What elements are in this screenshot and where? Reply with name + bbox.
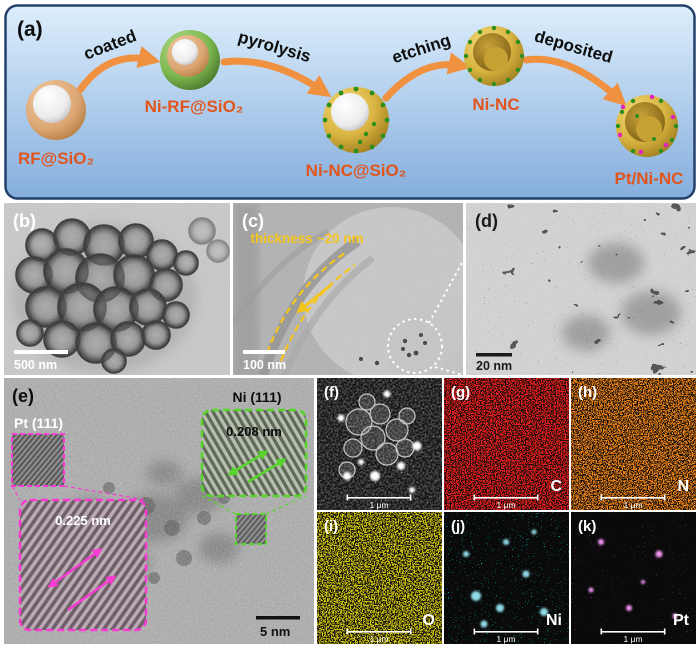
svg-text:5 nm: 5 nm — [260, 624, 290, 639]
sphere-rf-sio2 — [26, 80, 86, 140]
thickness-label: thickness ~20 nm — [251, 231, 364, 246]
scale-bar-1um: 1 μm — [473, 494, 539, 510]
material-label-ni-rf-sio2: Ni-RF@SiO₂ — [145, 97, 244, 116]
ni-particle-box — [235, 513, 267, 545]
element-label-ni: Ni — [546, 612, 562, 629]
svg-text:20 nm: 20 nm — [476, 359, 512, 373]
element-label-o: O — [423, 612, 435, 629]
svg-text:500 nm: 500 nm — [14, 358, 57, 372]
pt-spacing-label: 0.225 nm — [55, 513, 111, 528]
scale-bar-1um: 1 μm — [600, 628, 666, 644]
element-label-pt: Pt — [673, 612, 690, 629]
map-panel-h: (h) N 1 μm — [571, 378, 696, 510]
platinum-bright-spots — [588, 539, 678, 619]
carbon-map — [444, 378, 569, 510]
svg-text:1 μm: 1 μm — [496, 634, 515, 644]
panel-b-tem-image: (b) 500 nm — [4, 203, 230, 375]
panel-e-hrtem-image: Pt (111) 0.225 nm Ni (111) 0.208 nm (e) … — [4, 378, 314, 644]
scale-bar-1um: 1 μm — [600, 494, 666, 510]
svg-text:1 μm: 1 μm — [623, 500, 642, 510]
map-panel-f: (f) 1 μm — [317, 378, 442, 510]
sphere-ni-nc — [463, 25, 525, 87]
thickness-arrow — [296, 283, 332, 314]
sphere-pt-ni-nc — [615, 94, 679, 157]
svg-text:1 μm: 1 μm — [369, 634, 388, 644]
pt-lattice-inset: 0.225 nm — [18, 498, 148, 632]
panel-d-letter: (d) — [475, 211, 498, 231]
material-label-ni-nc-sio2: Ni-NC@SiO₂ — [306, 161, 407, 180]
panel-k-letter: (k) — [578, 518, 596, 535]
pt-dots — [617, 94, 676, 155]
scale-bar-1um: 1 μm — [346, 628, 412, 644]
svg-text:1 μm: 1 μm — [623, 634, 642, 644]
scale-bar-5nm: 5 nm — [256, 616, 300, 639]
map-panel-g: (g) C 1 μm — [444, 378, 569, 510]
element-label-c: C — [550, 478, 562, 495]
panel-d-tem-image: (d) 20 nm — [466, 203, 696, 375]
zoom-callout — [387, 260, 463, 375]
ni-dots — [615, 98, 679, 154]
material-label-ni-nc: Ni-NC — [472, 95, 519, 114]
panel-j-letter: (j) — [451, 518, 465, 535]
pt-spacing-arrow — [47, 548, 103, 588]
nickel-bright-spots — [463, 529, 548, 628]
panel-a-synthesis-scheme: (a) coated pyrolysis etching deposited — [4, 4, 696, 200]
panel-c-tem-image: thickness ~20 nm (c) 100 nm — [233, 203, 463, 375]
arrow-deposited — [522, 55, 627, 107]
scale-bar-1um: 1 μm — [473, 628, 539, 644]
pt-callout-lines — [11, 485, 147, 501]
panel-c-letter: (c) — [242, 211, 264, 231]
panel-h-letter: (h) — [578, 384, 597, 401]
ni-lattice-inset: 0.208 nm — [200, 408, 308, 498]
material-label-pt-ni-nc: Pt/Ni-NC — [615, 169, 684, 188]
ni-dots — [463, 25, 525, 87]
ni-dots — [322, 86, 390, 154]
panel-g-letter: (g) — [451, 384, 470, 401]
scale-bar-100nm: 100 nm — [243, 350, 286, 372]
nickel-map — [444, 512, 569, 644]
nitrogen-map — [571, 378, 696, 510]
thickness-annotation: thickness ~20 nm — [251, 231, 364, 362]
material-label-rf-sio2: RF@SiO₂ — [18, 149, 94, 168]
arrow-etching — [382, 52, 471, 102]
scale-bar-20nm: 20 nm — [476, 353, 512, 373]
map-panel-i: (i) O 1 μm — [317, 512, 442, 644]
panel-b-letter: (b) — [13, 211, 36, 231]
panel-a-letter: (a) — [17, 18, 43, 41]
platinum-map — [571, 512, 696, 644]
arrow-pyrolysis — [220, 57, 332, 98]
pt-plane-label: Pt (111) — [14, 415, 63, 431]
map-panel-k: (k) Pt 1 μm — [571, 512, 696, 644]
bright-blobs — [337, 390, 422, 493]
element-label-n: N — [677, 478, 689, 495]
panel-i-letter: (i) — [324, 518, 338, 535]
ni-plane-label: Ni (111) — [232, 389, 281, 405]
sphere-ni-nc-sio2 — [322, 86, 390, 154]
svg-text:100 nm: 100 nm — [243, 358, 286, 372]
ni-spacing-label: 0.208 nm — [226, 424, 282, 439]
panel-f-letter: (f) — [324, 384, 339, 401]
arrow-coated — [76, 46, 161, 94]
eds-mapping-grid: (f) 1 μm (g) C 1 μm (h) N 1 μm — [317, 378, 696, 644]
ni-spacing-arrow — [227, 450, 269, 476]
panel-e-letter: (e) — [12, 386, 34, 406]
svg-text:1 μm: 1 μm — [496, 500, 515, 510]
sphere-ni-rf-sio2 — [160, 30, 220, 90]
haadf-noise — [317, 378, 442, 510]
ni-callout-lines — [201, 495, 307, 515]
scale-bar-1um: 1 μm — [346, 494, 412, 510]
map-panel-j: (j) Ni 1 μm — [444, 512, 569, 644]
pt-particle-box — [11, 433, 65, 487]
svg-text:1 μm: 1 μm — [369, 500, 388, 510]
scale-bar-500nm: 500 nm — [14, 350, 68, 372]
oxygen-map — [317, 512, 442, 644]
